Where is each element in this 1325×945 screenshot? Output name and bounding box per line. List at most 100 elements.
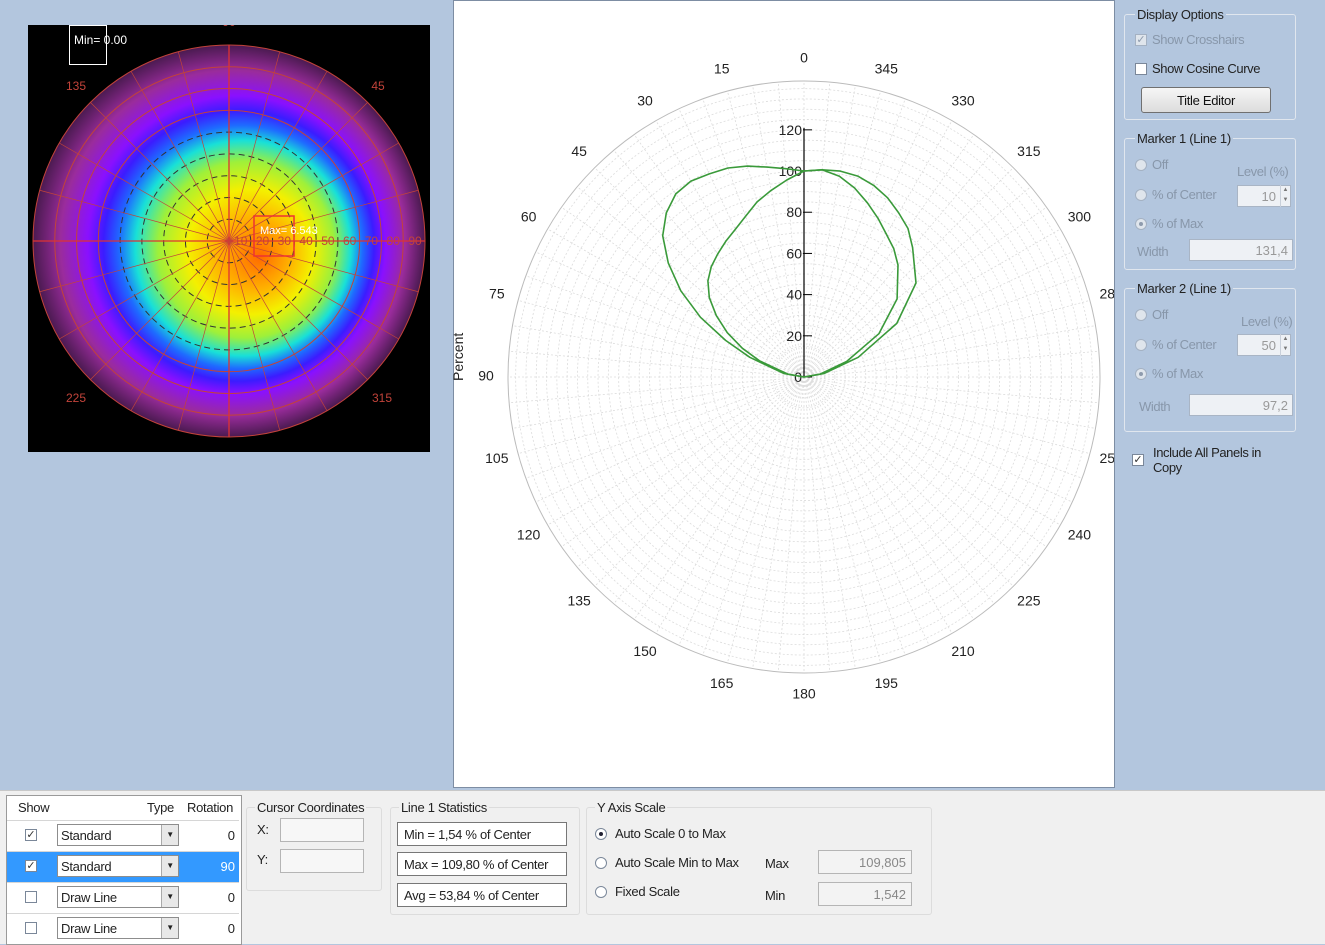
row-type-select[interactable]: Standard ▼ [57,824,179,846]
polar-grid-spoke [752,85,805,378]
polar-angle-label: 255 [1099,450,1114,466]
title-editor-button[interactable]: Title Editor [1141,87,1271,113]
polar-grid-spoke [702,376,805,656]
polar-grid-ring [721,294,887,460]
line1-statistics-group: Line 1 Statistics Min = 1,54 % of Center… [390,800,580,915]
polar-grid-spoke [803,300,1091,378]
polar-angle-label: 210 [951,643,975,659]
include-all-label: Include All Panels in Copy [1153,445,1261,475]
fixed-scale-label: Fixed Scale [615,884,680,899]
marker2-off-radio[interactable] [1135,309,1147,321]
col-show: Show [18,800,50,815]
polar-plot-panel[interactable]: 0 20 40 60 80 100 120 0 15 30 45 60 75 90 105 120 135 150… [450,0,1130,788]
marker2-level-spinner[interactable]: ▲ ▼ [1280,334,1290,356]
row-show-checkbox[interactable] [25,891,37,903]
marker1-center-radio[interactable] [1135,189,1147,201]
polar-grid-spoke [803,376,1091,454]
polar-outer-ring [507,80,1101,674]
polar-grid-spoke [803,120,953,378]
scale-max-label: Max [765,856,789,871]
cursor-x-field[interactable] [280,818,364,842]
row-type-select[interactable]: Draw Line ▼ [57,886,179,908]
marker1-max-radio[interactable] [1135,218,1147,230]
row-type-select[interactable]: Draw Line ▼ [57,917,179,939]
heatmap-spoke [39,189,230,242]
polar-grid-spoke [727,376,805,664]
include-all-checkbox[interactable]: ✓ [1132,454,1144,466]
max-label: Max= 6.543 [260,225,318,237]
row-show-checkbox[interactable] [25,922,37,934]
bottom-panel: Show Type Rotation ✓ Standard ▼ 0 ✓ Stand… [0,790,1325,945]
heatmap-panel[interactable]: 90450315270225180135102030405060708090 M… [28,25,430,452]
row-type-select[interactable]: Standard ▼ [57,855,179,877]
row-rotation[interactable]: 0 [227,828,235,843]
row-show-checkbox[interactable]: ✓ [25,829,37,841]
marker2-center-radio[interactable] [1135,339,1147,351]
polar-grid-spoke [803,98,906,378]
chevron-down-icon[interactable]: ▼ [161,887,178,907]
display-options-group: Display Options ✓ Show Crosshairs Show C… [1124,7,1296,120]
row-rotation[interactable]: 0 [227,921,235,936]
stat-max: Max = 109,80 % of Center [397,852,567,876]
marker1-level-spinner[interactable]: ▲ ▼ [1280,185,1290,207]
polar-grid-spoke [803,167,1014,378]
heatmap-angle-label: 135 [66,79,86,93]
table-row[interactable]: ✓ Standard ▼ 0 [7,820,239,851]
polar-angle-label: 315 [1017,143,1041,159]
polar-grid-spoke [594,167,805,378]
marker1-off-radio[interactable] [1135,159,1147,171]
row-rotation[interactable]: 0 [227,890,235,905]
options-panel: Display Options ✓ Show Crosshairs Show C… [1118,0,1308,788]
marker2-max-radio[interactable] [1135,368,1147,380]
row-type-value: Standard [61,859,112,874]
heatmap-spoke [228,240,328,411]
row-show-checkbox[interactable]: ✓ [25,860,37,872]
marker1-level-input[interactable]: 10 [1237,185,1291,207]
show-cosine-checkbox[interactable] [1135,63,1147,75]
polar-grid-ring [525,98,1083,656]
marker1-group: Marker 1 (Line 1) Off Level (%) % of Cen… [1124,131,1296,270]
y-axis-label: Percent [450,332,466,381]
chevron-down-icon[interactable]: ▼ [161,918,178,938]
fixed-scale-radio[interactable] [595,886,607,898]
heatmap-radial-label: 10 [234,234,248,248]
heatmap-plot: 90450315270225180135102030405060708090 [28,25,426,438]
table-row[interactable]: ✓ Standard ▼ 90 [7,851,239,882]
polar-angle-label: 300 [1068,209,1092,225]
col-type: Type [147,800,174,815]
heatmap-radial-label: 30 [278,234,292,248]
polar-grid-spoke [561,376,805,548]
heatmap-angle-label: 225 [66,391,86,405]
polar-grid-spoke [803,376,1014,587]
polar-grid-ring [535,108,1073,646]
cursor-y-field[interactable] [280,849,364,873]
marker1-width-label: Width [1137,244,1169,259]
polar-grid-spoke [576,376,805,568]
auto-scale-0-radio[interactable] [595,828,607,840]
lines-table[interactable]: Show Type Rotation ✓ Standard ▼ 0 ✓ Stand… [6,795,242,945]
auto-scale-min-radio[interactable] [595,857,607,869]
marker1-center-label: % of Center [1152,187,1217,202]
heatmap-spoke [228,240,368,380]
scale-max-input[interactable]: 109,805 [818,850,912,874]
chevron-down-icon[interactable]: ▼ [161,856,178,876]
marker2-max-label: % of Max [1152,366,1203,381]
scale-min-input[interactable]: 1,542 [818,882,912,906]
table-row[interactable]: Draw Line ▼ 0 [7,913,239,944]
row-rotation[interactable]: 90 [220,859,235,874]
table-row[interactable]: Draw Line ▼ 0 [7,882,239,913]
heatmap-spoke [228,51,281,242]
polar-grid-spoke [803,90,881,378]
show-crosshairs-checkbox[interactable]: ✓ [1135,34,1147,46]
polar-series-line [661,165,917,378]
polar-series-line [707,169,899,378]
stat-avg: Avg = 53,84 % of Center [397,883,567,907]
marker2-level-input[interactable]: 50 [1237,334,1291,356]
heatmap-spoke [130,240,230,411]
marker1-width-value: 131,4 [1189,239,1293,261]
heatmap-spoke [59,240,230,340]
polar-grid-spoke [525,376,805,479]
heatmap-spoke [90,240,230,380]
heatmap-spoke [228,71,328,242]
chevron-down-icon[interactable]: ▼ [161,825,178,845]
